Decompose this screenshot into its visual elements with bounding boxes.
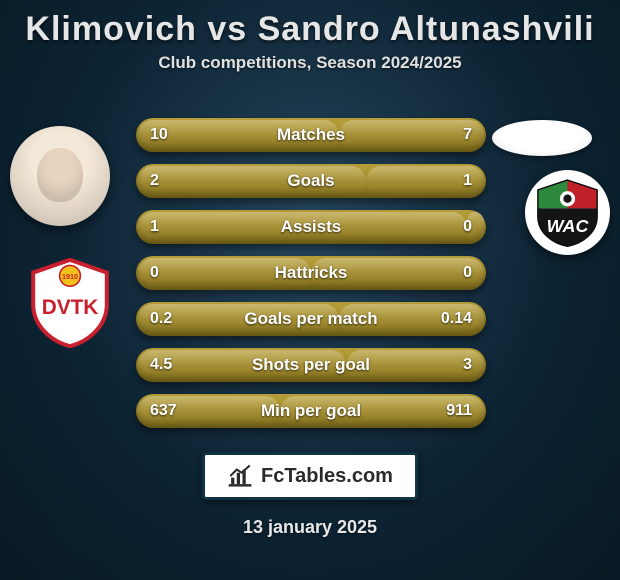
stats-bars: 107Matches21Goals10Assists00Hattricks0.2… <box>136 118 486 440</box>
stat-value-right: 0.14 <box>441 302 472 336</box>
player2-oval-placeholder <box>492 120 592 156</box>
stat-value-left: 2 <box>150 164 159 198</box>
branding-badge: FcTables.com <box>202 452 418 500</box>
infographic-date: 13 january 2025 <box>0 517 620 538</box>
branding-text: FcTables.com <box>261 465 393 488</box>
player1-avatar <box>10 126 110 226</box>
stat-row: 00Hattricks <box>136 256 486 290</box>
stat-value-left: 10 <box>150 118 168 152</box>
stat-seg-left <box>138 166 366 196</box>
stat-value-left: 4.5 <box>150 348 172 382</box>
stat-row: 4.53Shots per goal <box>136 348 486 382</box>
branding-chart-icon <box>227 463 253 489</box>
stat-value-right: 0 <box>463 256 472 290</box>
stat-value-left: 0.2 <box>150 302 172 336</box>
club1-year: 1910 <box>62 272 78 281</box>
stat-row: 637911Min per goal <box>136 394 486 428</box>
page-title: Klimovich vs Sandro Altunashvili <box>0 0 620 53</box>
stat-value-right: 911 <box>446 394 472 428</box>
stat-value-right: 1 <box>463 164 472 198</box>
stat-value-right: 0 <box>463 210 472 244</box>
club1-badge: 1910 DVTK <box>30 258 110 348</box>
club1-text: DVTK <box>42 296 99 319</box>
club2-badge: WAC <box>525 170 610 255</box>
stat-seg-left <box>138 212 467 242</box>
stat-value-right: 3 <box>463 348 472 382</box>
stat-seg-left <box>138 258 311 288</box>
stat-row: 107Matches <box>136 118 486 152</box>
stat-value-left: 0 <box>150 256 159 290</box>
stat-value-left: 637 <box>150 394 177 428</box>
stat-seg-left <box>138 120 339 150</box>
stat-seg-right <box>311 258 484 288</box>
stat-row: 10Assists <box>136 210 486 244</box>
club2-text: WAC <box>547 216 590 236</box>
stat-row: 21Goals <box>136 164 486 198</box>
stat-row: 0.20.14Goals per match <box>136 302 486 336</box>
page-subtitle: Club competitions, Season 2024/2025 <box>0 53 620 73</box>
stat-value-right: 7 <box>463 118 472 152</box>
stat-value-left: 1 <box>150 210 159 244</box>
